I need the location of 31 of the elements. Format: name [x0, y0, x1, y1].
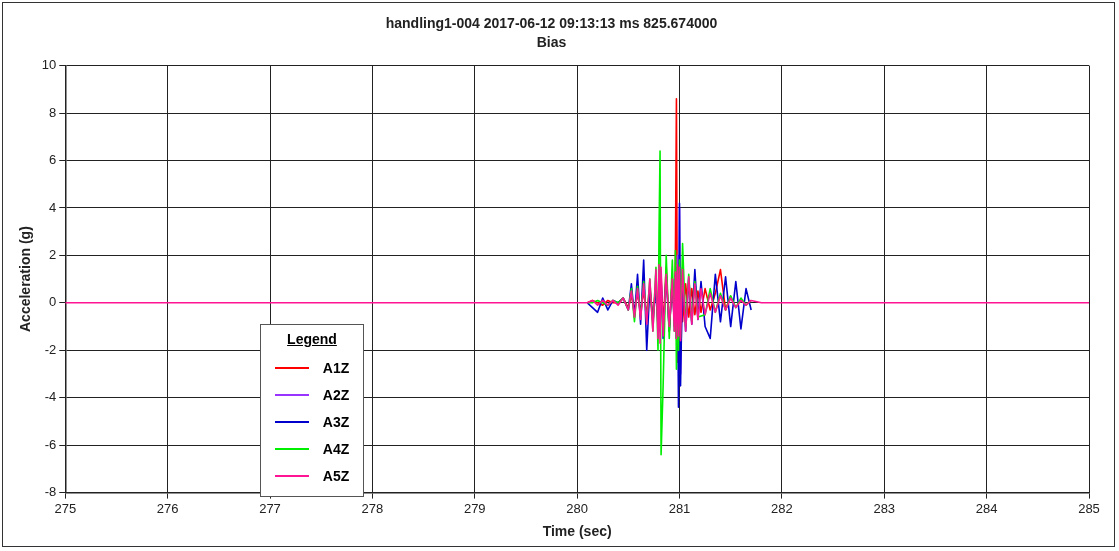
x-tick-label: 283: [873, 500, 896, 516]
legend-label: A1Z: [322, 360, 350, 377]
x-tick-label: 281: [668, 500, 691, 516]
y-tick-label: -6: [44, 436, 57, 452]
y-tick-label: 10: [41, 57, 57, 73]
chart-title: handling1-004 2017-06-12 09:13:13 ms 825.674000: [385, 15, 718, 32]
y-tick-label: 0: [49, 294, 57, 310]
legend-label: A5Z: [322, 468, 350, 485]
x-axis-title: Time (sec): [542, 523, 612, 540]
y-tick-label: 2: [49, 246, 57, 262]
chart-subtitle: Bias: [536, 34, 567, 51]
y-tick-label: -8: [44, 484, 57, 500]
y-axis-title: Acceleration (g): [17, 226, 34, 333]
x-tick-label: 276: [156, 500, 179, 516]
x-tick-label: 275: [54, 500, 77, 516]
x-tick-label: 280: [566, 500, 588, 516]
legend-label: A2Z: [322, 387, 350, 404]
y-tick-label: 4: [49, 199, 57, 215]
x-tick-label: 282: [771, 500, 793, 516]
x-tick-label: 284: [975, 500, 998, 516]
x-tick-label: 277: [259, 500, 281, 516]
x-tick-label: 278: [361, 500, 384, 516]
x-tick-label: 285: [1078, 500, 1100, 516]
legend-label: A4Z: [322, 441, 350, 458]
y-tick-label: -2: [44, 341, 57, 357]
y-tick-label: -4: [44, 389, 57, 405]
y-tick-label: 6: [49, 152, 57, 168]
x-tick-label: 279: [463, 500, 486, 516]
y-tick-label: 8: [49, 104, 57, 120]
legend-title: Legend: [286, 330, 338, 347]
legend-label: A3Z: [322, 414, 350, 431]
